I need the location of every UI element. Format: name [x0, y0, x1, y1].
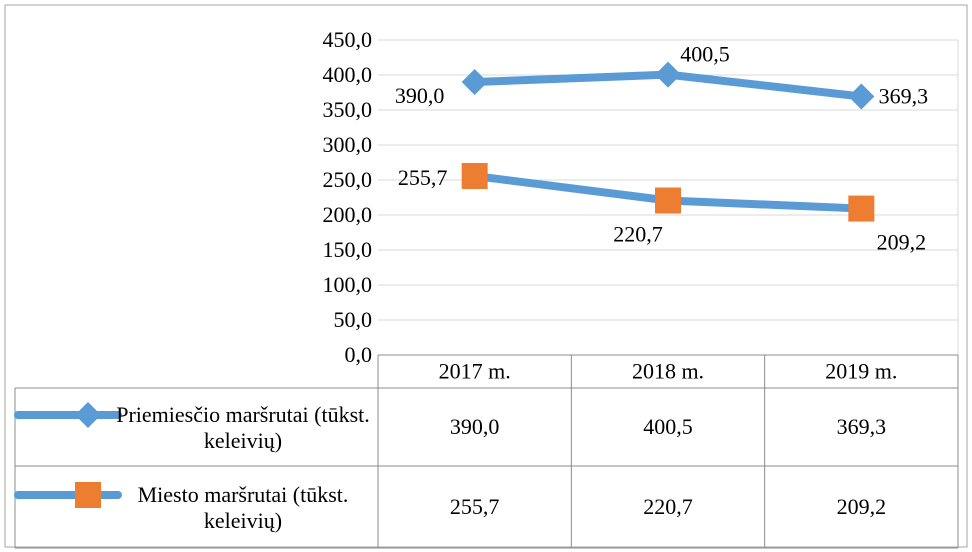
- y-tick-label: 200,0: [323, 202, 373, 227]
- table-value: 255,7: [450, 494, 500, 519]
- data-label: 400,5: [680, 42, 730, 67]
- x-tick-label: 2019 m.: [825, 359, 897, 384]
- legend-marker: [75, 402, 101, 428]
- table-value: 390,0: [450, 414, 500, 439]
- table-value: 400,5: [643, 414, 693, 439]
- data-label: 220,7: [613, 222, 663, 247]
- chart-border: [4, 4, 968, 548]
- table-value: 369,3: [837, 414, 887, 439]
- x-tick-label: 2018 m.: [632, 359, 704, 384]
- y-tick-label: 150,0: [323, 237, 373, 262]
- x-tick-label: 2017 m.: [439, 359, 511, 384]
- data-label: 369,3: [879, 84, 929, 109]
- y-tick-label: 100,0: [323, 272, 373, 297]
- legend-label: Miesto maršrutai (tūkst. keleivių): [137, 482, 349, 533]
- y-tick-label: 50,0: [334, 307, 373, 332]
- y-tick-label: 400,0: [323, 62, 373, 87]
- data-point: [461, 163, 488, 190]
- y-tick-label: 450,0: [323, 27, 373, 52]
- table-value: 220,7: [643, 494, 693, 519]
- legend-marker: [75, 482, 101, 508]
- data-point: [655, 187, 681, 214]
- data-label: 209,2: [877, 230, 927, 255]
- legend-label: Priemiesčio maršrutai (tūkst. keleivių): [116, 402, 370, 453]
- y-tick-label: 350,0: [323, 97, 373, 122]
- y-tick-label: 0,0: [345, 342, 373, 367]
- data-label: 390,0: [395, 83, 445, 108]
- y-tick-label: 250,0: [323, 167, 373, 192]
- data-point: [461, 69, 488, 95]
- table-value: 209,2: [837, 494, 887, 519]
- data-label: 255,7: [398, 165, 448, 190]
- data-point: [848, 195, 875, 222]
- data-point: [655, 61, 681, 88]
- data-point: [848, 83, 875, 110]
- y-tick-label: 300,0: [323, 132, 373, 157]
